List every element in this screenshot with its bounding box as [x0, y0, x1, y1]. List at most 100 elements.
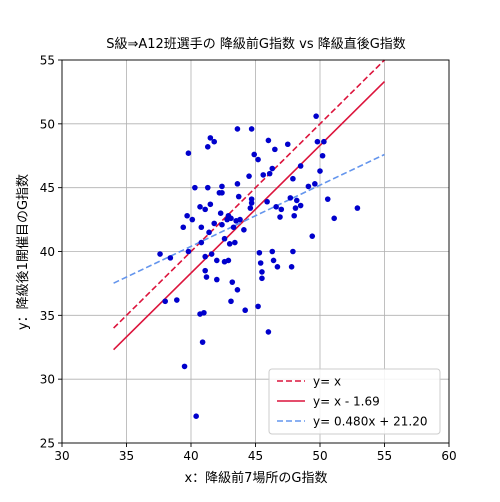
- legend-box: [268, 368, 441, 435]
- scatter-point: [202, 206, 208, 213]
- scatter-point: [314, 138, 321, 145]
- scatter-point: [199, 339, 206, 345]
- scatter-point: [255, 156, 261, 163]
- scatter-point: [313, 113, 319, 119]
- scatter-point: [192, 184, 198, 191]
- scatter-point: [181, 363, 188, 370]
- scatter-point: [321, 138, 327, 145]
- x-tick-label: 30: [54, 449, 69, 463]
- scatter-point: [265, 329, 272, 335]
- scatter-point: [203, 274, 210, 280]
- y-tick-label: 25: [40, 437, 55, 451]
- scatter-point: [185, 150, 192, 156]
- scatter-point: [204, 184, 211, 191]
- scatter-point: [293, 197, 300, 204]
- scatter-point: [207, 201, 214, 208]
- series-line: [113, 59, 386, 329]
- scatter-point: [246, 173, 252, 179]
- scatter-point: [259, 269, 265, 275]
- scatter-point: [257, 260, 264, 266]
- scatter-point: [233, 218, 239, 224]
- scatter-point: [247, 205, 254, 211]
- scatter-point: [288, 264, 295, 270]
- scatter-point: [226, 241, 233, 247]
- scatter-point: [198, 239, 205, 246]
- scatter-point: [331, 215, 337, 222]
- scatter-point: [324, 196, 331, 202]
- scatter-point: [167, 255, 174, 261]
- scatter-point: [278, 206, 285, 213]
- scatter-point: [174, 297, 180, 303]
- scatter-point: [248, 196, 255, 202]
- scatter-point: [251, 151, 258, 158]
- legend-label: y= 0.480x + 21.20: [313, 415, 427, 429]
- scatter-point: [234, 287, 241, 293]
- x-tick-label: 35: [119, 449, 134, 463]
- scatter-point: [241, 226, 247, 233]
- scatter-point: [290, 175, 296, 182]
- scatter-point: [272, 146, 278, 153]
- y-axis-label: y：降級後1開催目のG指数: [16, 174, 31, 330]
- scatter-point: [234, 181, 241, 187]
- scatter-point: [230, 224, 237, 231]
- scatter-point: [305, 183, 312, 190]
- scatter-point: [208, 251, 215, 257]
- scatter-point: [184, 212, 190, 219]
- scatter-point: [248, 200, 255, 206]
- scatter-point: [297, 202, 304, 209]
- scatter-point: [219, 221, 225, 228]
- y-tick-label: 45: [40, 181, 55, 195]
- y-tick-label: 55: [40, 54, 55, 68]
- y-tick-label: 30: [40, 373, 55, 387]
- scatter-point: [189, 216, 196, 223]
- scatter-point: [162, 298, 168, 305]
- scatter-point: [354, 205, 361, 211]
- x-tick-label: 45: [248, 449, 263, 463]
- scatter-point: [214, 276, 220, 283]
- points-layer: [157, 113, 361, 419]
- scatter-point: [219, 189, 225, 196]
- scatter-point: [259, 275, 265, 282]
- scatter-point: [229, 279, 236, 285]
- scatter-point: [180, 224, 187, 231]
- scatter-point: [256, 249, 263, 256]
- legend-label: y= x - 1.69: [313, 395, 380, 409]
- scatter-point: [284, 141, 291, 148]
- y-tick-label: 50: [40, 117, 55, 131]
- x-tick-label: 60: [441, 449, 456, 463]
- fit-lines-layer: [113, 59, 386, 351]
- scatter-point: [242, 307, 248, 314]
- scatter-point: [248, 126, 255, 132]
- scatter-point: [228, 298, 234, 305]
- scatter-point: [211, 138, 218, 145]
- scatter-point: [269, 248, 276, 255]
- scatter-point: [185, 248, 192, 255]
- chart-title: S級⇒A12班選手の 降級前G指数 vs 降級直後G指数: [106, 36, 406, 52]
- scatter-point: [266, 170, 273, 177]
- scatter-point: [211, 220, 218, 227]
- scatter-point: [201, 309, 207, 316]
- scatter-point: [269, 165, 276, 172]
- scatter-point: [202, 267, 208, 274]
- scatter-point: [297, 163, 304, 169]
- legend-label: y= x: [313, 375, 341, 389]
- scatter-point: [234, 126, 241, 132]
- scatter-point: [270, 257, 277, 264]
- scatter-point: [204, 144, 211, 150]
- y-tick-label: 40: [40, 245, 55, 259]
- series-line: [113, 81, 386, 351]
- scatter-point: [265, 137, 272, 144]
- x-tick-label: 55: [377, 449, 392, 463]
- x-tick-label: 50: [312, 449, 327, 463]
- scatter-point: [207, 135, 214, 141]
- scatter-point: [193, 413, 199, 419]
- scatter-point: [225, 257, 232, 264]
- scatter-point: [224, 216, 230, 223]
- scatter-point: [274, 264, 281, 270]
- x-axis-label: x：降級前7場所のG指数: [184, 470, 327, 486]
- scatter-point: [221, 235, 228, 242]
- scatter-point: [317, 168, 323, 174]
- scatter-point: [260, 172, 267, 178]
- series-line: [113, 153, 385, 284]
